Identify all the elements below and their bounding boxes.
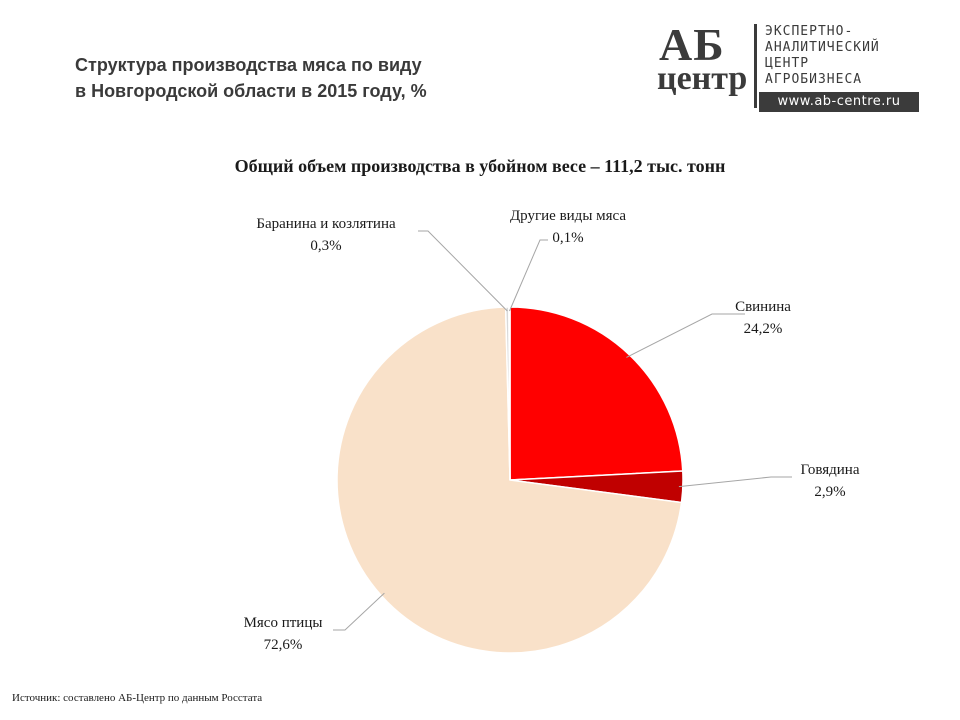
slice-name-label: Другие виды мяса — [510, 208, 626, 224]
slice-value-label: 72,6% — [264, 637, 303, 653]
pie-slice — [509, 306, 684, 481]
slice-name-label: Свинина — [735, 299, 791, 315]
logo-url[interactable]: www.ab-centre.ru — [759, 92, 919, 112]
ab-centre-logo: АБ центр ЭКСПЕРТНО- АНАЛИТИЧЕСКИЙ ЦЕНТР … — [655, 19, 925, 114]
logo-text: ЭКСПЕРТНО- АНАЛИТИЧЕСКИЙ ЦЕНТР АГРОБИЗНЕ… — [765, 24, 925, 88]
logo-divider — [754, 24, 757, 108]
logo-text-line-4: АГРОБИЗНЕСА — [765, 72, 863, 87]
page-title-line-2: в Новгородской области в 2015 году, % — [75, 81, 427, 101]
leader-line — [418, 230, 508, 312]
logo-text-line-2: АНАЛИТИЧЕСКИЙ — [765, 40, 880, 55]
logo-mark-centr: центр — [657, 60, 748, 97]
slice-name-label: Мясо птицы — [244, 615, 323, 631]
chart-title: Общий объем производства в убойном весе … — [234, 156, 726, 176]
leader-line — [509, 239, 548, 312]
leader-line — [333, 592, 385, 631]
slice-value-label: 0,1% — [552, 230, 583, 246]
slice-name-label: Баранина и козлятина — [256, 216, 396, 232]
logo-mark: АБ центр — [655, 19, 753, 102]
slice-name-label: Говядина — [801, 462, 860, 478]
logo-mark-ab: АБ — [659, 19, 725, 70]
logo-text-line-3: ЦЕНТР — [765, 56, 810, 71]
page-title: Структура производства мяса по виду в Но… — [75, 52, 535, 104]
logo-text-line-1: ЭКСПЕРТНО- — [765, 24, 854, 39]
leader-line — [626, 313, 745, 358]
page-title-line-1: Структура производства мяса по виду — [75, 55, 422, 75]
pie-slice — [508, 306, 511, 481]
slice-value-label: 24,2% — [744, 321, 783, 337]
slice-value-label: 0,3% — [310, 238, 341, 254]
source-note: Источник: составлено АБ-Центр по данным … — [12, 692, 263, 704]
slice-value-label: 2,9% — [814, 484, 845, 500]
leader-line — [678, 476, 792, 488]
